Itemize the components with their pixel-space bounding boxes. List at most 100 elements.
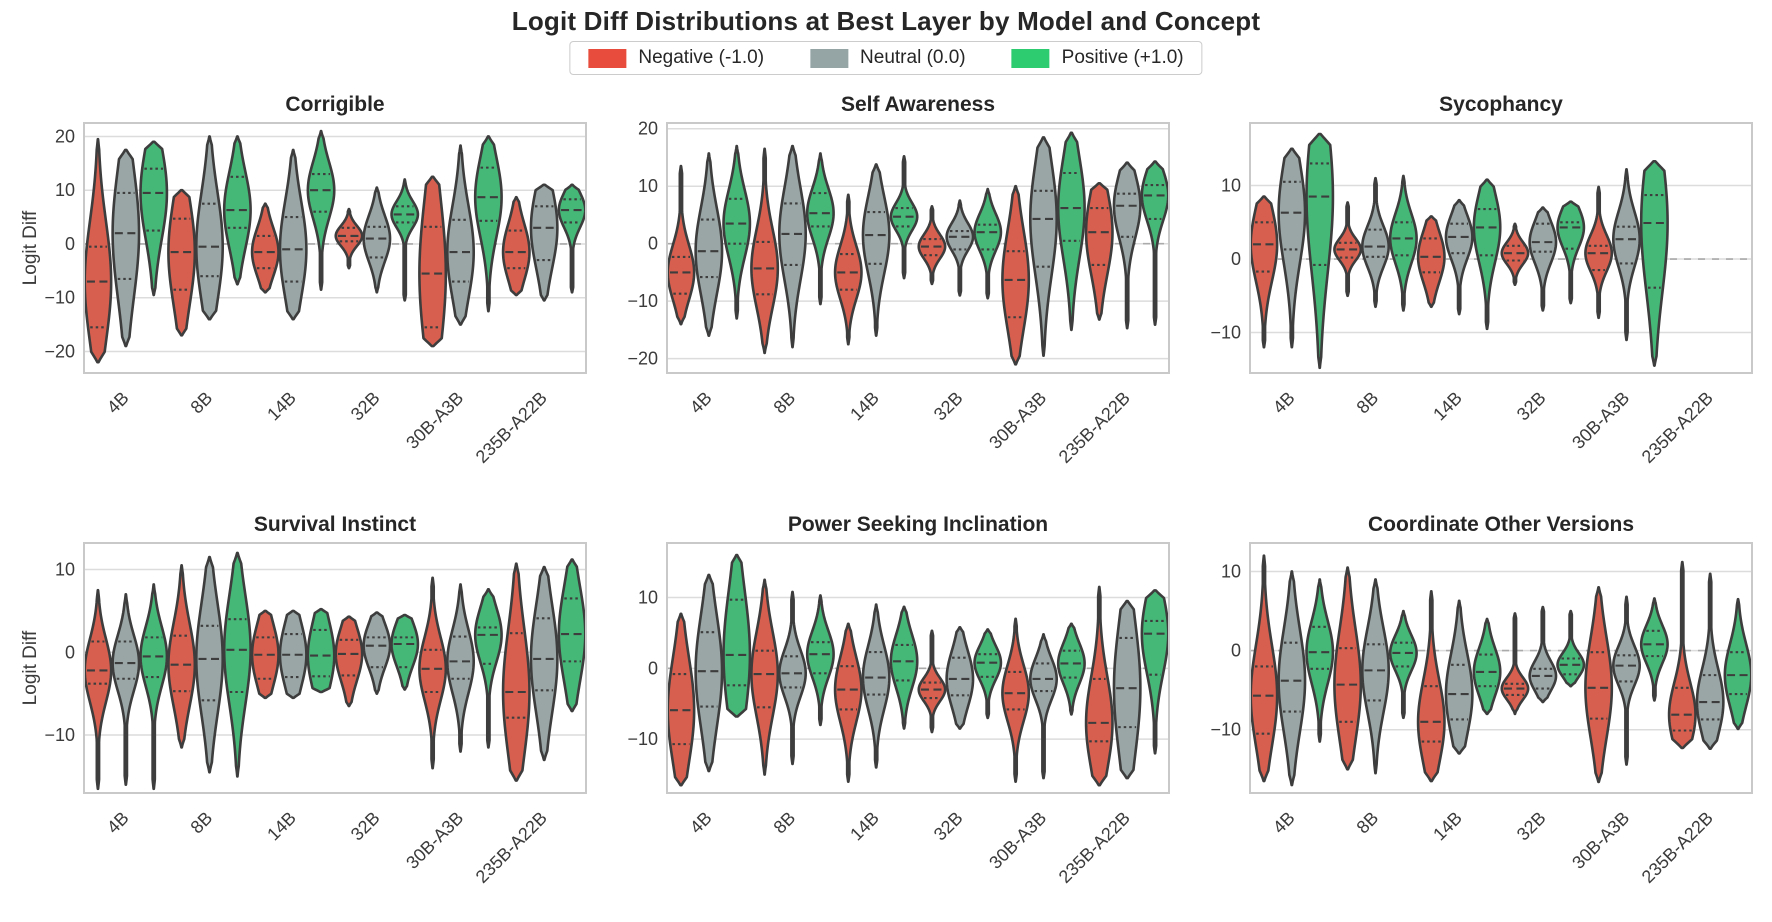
violin-4B-neutral [111,148,141,348]
violin-32B-positive [1556,200,1586,305]
violin-4B-negative [666,612,696,787]
violin-8B-positive [222,551,252,778]
violin-235B-A22B-negative [1084,182,1114,321]
y-tick-label: 10 [55,180,75,200]
violin-14B-neutral [861,603,891,769]
violin-body [501,562,531,782]
violin-32B-negative [1500,612,1530,716]
violin-body [1612,168,1641,342]
violin-body [250,202,280,294]
violin-body [83,137,113,364]
violin-30B-A3B-positive [1056,131,1086,332]
violin-14B-neutral [278,148,308,321]
violin-body [167,564,197,749]
violin-4B-negative [1249,554,1279,783]
violin-32B-negative [917,629,947,734]
y-tick-label: 10 [638,176,658,196]
y-tick-label: 0 [65,642,75,662]
violin-body [666,612,696,787]
violin-30B-A3B-positive [1056,622,1086,716]
axes-border [1249,122,1753,374]
violin-4B-positive [722,144,752,320]
violin-body [778,590,807,766]
x-tick-label: 8B [187,808,217,838]
x-tick-label: 14B [846,808,883,845]
violin-body [917,629,947,734]
violin-14B-positive [1472,617,1502,716]
violin-235B-A22B-neutral [1695,572,1725,750]
violin-4B-positive [1305,578,1335,743]
violin-body [1639,597,1669,702]
x-tick-label: 8B [770,388,800,418]
violin-body [1556,609,1586,688]
y-tick-label: −10 [1210,323,1241,343]
violin-body [1472,178,1502,331]
violin-4B-negative [1249,195,1279,349]
violin-body [1556,200,1586,305]
violin-body [1695,572,1725,750]
violin-32B-positive [390,178,420,302]
violin-4B-negative [83,137,113,364]
violin-30B-A3B-neutral [1029,136,1058,358]
violin-body [390,613,420,691]
violin-body [446,144,475,326]
x-tick-label: 30B-A3B [985,808,1050,873]
y-tick-label: 0 [648,658,658,678]
violin-body [167,188,197,337]
x-tick-label: 30B-A3B [985,388,1050,453]
y-tick-label: 10 [1221,176,1241,196]
violin-30B-A3B-neutral [1612,168,1641,342]
violin-body [418,175,448,348]
x-tick-label: 30B-A3B [1568,808,1633,873]
violin-32B-neutral [1528,206,1558,312]
y-tick-label: 20 [55,126,75,146]
y-tick-label: −10 [627,291,658,311]
y-tick-label: −20 [44,341,75,361]
subplot-sycophancy: −10 0 10 4B 8B 14B 32B 30B-A3B 235B-A22B Sycophan… [1210,93,1753,467]
x-tick-label: 14B [846,388,883,425]
violin-14B-neutral [1444,198,1474,316]
subplot-coordinate-other-versions: −10 0 10 4B 8B 14B 32B 30B-A3B 235B-A22B Coordina… [1210,513,1753,887]
y-tick-label: 10 [55,559,75,579]
violin-32B-negative [334,615,364,708]
violin-body [1333,566,1363,771]
violin-8B-negative [167,188,197,337]
legend-label-negative: Negative (-1.0) [638,47,765,68]
x-tick-label: 4B [686,388,716,418]
x-tick-label: 8B [1353,388,1383,418]
violin-body [334,615,364,708]
violin-4B-positive [139,140,169,297]
violin-32B-negative [334,207,364,270]
violin-14B-negative [833,193,863,346]
subplot-title: Power Seeking Inclination [788,513,1048,536]
violin-body [750,578,780,776]
violin-30B-A3B-negative [1584,185,1614,320]
x-tick-label: 235B-A22B [1055,808,1134,887]
x-tick-label: 14B [1429,388,1466,425]
x-tick-label: 4B [686,808,716,838]
violin-body [278,148,308,321]
violin-body [1361,578,1390,775]
violin-body [111,593,141,787]
violin-body [529,565,559,762]
violin-body [1723,597,1753,731]
violin-4B-neutral [694,152,724,337]
violin-body [1084,585,1114,787]
violin-body [1667,560,1697,750]
violin-30B-A3B-neutral [1612,595,1641,766]
violin-30B-A3B-negative [418,576,448,770]
violin-4B-positive [1305,132,1335,370]
violin-30B-A3B-positive [473,588,503,749]
violin-body [1388,609,1418,720]
violin-30B-A3B-positive [1639,597,1669,702]
violin-body [889,605,919,730]
violin-30B-A3B-neutral [1029,633,1058,780]
violin-body [306,129,336,291]
x-tick-label: 32B [930,388,967,425]
figure-title: Logit Diff Distributions at Best Layer b… [511,6,1261,36]
violin-8B-positive [805,594,835,727]
violin-body [1305,578,1335,743]
violin-14B-positive [889,155,919,280]
violin-body [1277,147,1307,349]
y-tick-label: −10 [627,729,658,749]
